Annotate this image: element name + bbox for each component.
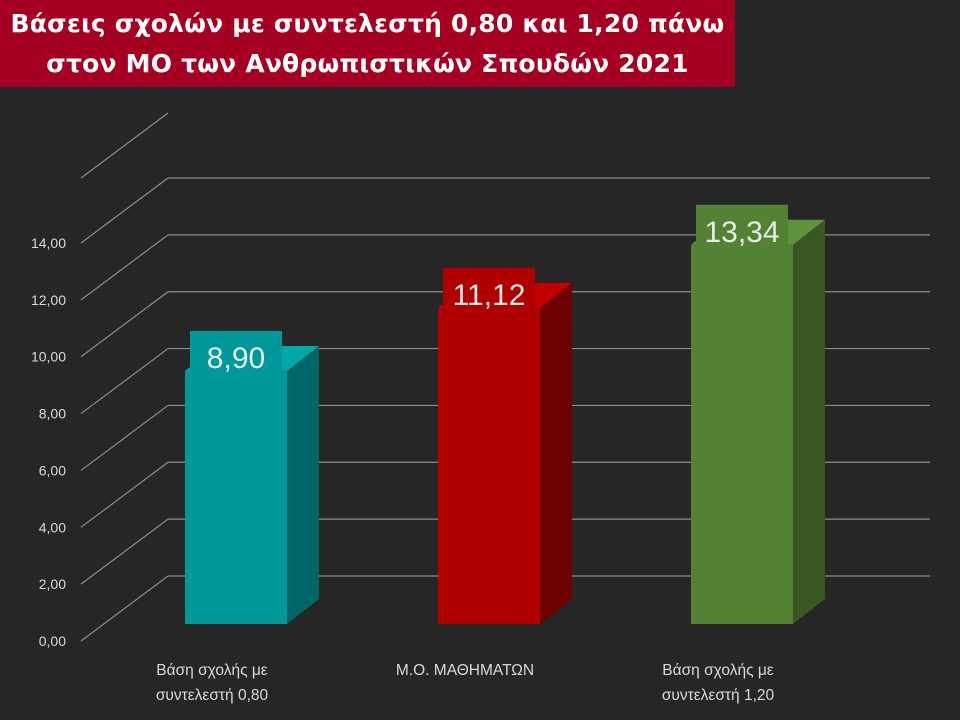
chart-title: Βάσεις σχολών με συντελεστή 0,80 και 1,2… <box>0 0 735 87</box>
gridline-diagonal <box>80 177 169 244</box>
data-label-box <box>443 267 535 318</box>
y-tick-label: 0,00 <box>39 633 66 649</box>
gridline-diagonal <box>80 575 169 642</box>
chart-title-line-1: Βάσεις σχολών με συντελεστή 0,80 και 1,2… <box>10 8 725 38</box>
bar <box>438 307 540 624</box>
data-label: 13,34 <box>704 216 779 249</box>
gridline-diagonal <box>80 518 169 585</box>
gridline-diagonal <box>80 461 169 528</box>
bar <box>185 370 287 624</box>
x-tick-label: Μ.Ο. ΜΑΘΗΜΑΤΩΝ <box>396 662 534 679</box>
data-label-box <box>190 330 282 381</box>
y-tick-label: 2,00 <box>39 576 66 592</box>
x-tick-label: Βάση σχολής με <box>662 662 773 679</box>
y-tick-label: 14,00 <box>31 235 66 251</box>
x-tick-label: συντελεστή 0,80 <box>156 687 269 704</box>
data-label: 8,90 <box>207 342 265 375</box>
gridline-diagonal <box>80 404 169 471</box>
bar-side-face <box>793 219 825 624</box>
bar-side-face <box>287 345 319 624</box>
bar-side-face <box>540 282 572 624</box>
gridline-diagonal <box>80 291 169 358</box>
data-label: 11,12 <box>453 279 526 312</box>
y-tick-label: 10,00 <box>31 349 66 365</box>
y-tick-label: 6,00 <box>39 462 66 478</box>
gridline-diagonal <box>80 112 169 179</box>
data-label-box <box>696 204 788 255</box>
y-tick-label: 4,00 <box>39 519 66 535</box>
chart-title-line-2: στον ΜΟ των Ανθρωπιστικών Σπουδών 2021 <box>46 48 689 78</box>
gridline-diagonal <box>80 348 169 415</box>
y-tick-label: 12,00 <box>31 292 66 308</box>
gridline-diagonal <box>80 234 169 301</box>
bar <box>691 244 793 624</box>
y-tick-label: 8,00 <box>39 406 66 422</box>
x-tick-label: συντελεστή 1,20 <box>662 687 775 704</box>
x-tick-label: Βάση σχολής με <box>156 662 267 679</box>
